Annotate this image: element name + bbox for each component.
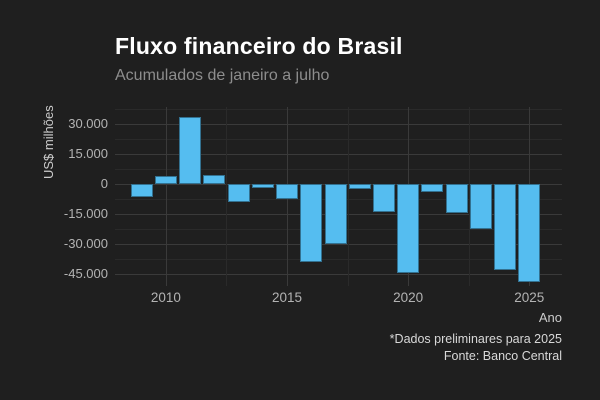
bar-2018	[348, 184, 371, 189]
gridline-y-major	[115, 124, 562, 125]
bar-2017	[324, 184, 347, 244]
bar-2010	[154, 176, 177, 184]
bar-2025	[518, 184, 541, 282]
gridline-y-minor	[115, 259, 562, 260]
gridline-y-major	[115, 274, 562, 275]
bar-2020	[397, 184, 420, 273]
gridline-y-minor	[115, 109, 562, 110]
bar-2016	[300, 184, 323, 262]
x-tick-label: 2020	[393, 290, 424, 305]
bar-2014	[251, 184, 274, 188]
y-tick-label: 30.000	[68, 116, 108, 131]
y-tick-label: 0	[100, 176, 108, 191]
gridline-x-major	[165, 107, 167, 286]
y-tick-label: -45.000	[63, 266, 108, 281]
gridline-y-major	[115, 244, 562, 245]
bar-2009	[130, 184, 153, 197]
y-tick-label: -15.000	[63, 206, 108, 221]
caption-source: Fonte: Banco Central	[443, 348, 562, 363]
x-axis-title: Ano	[538, 310, 562, 325]
bar-2019	[372, 184, 395, 212]
gridline-y-minor	[115, 139, 562, 140]
bar-2012	[203, 175, 226, 184]
bar-2015	[276, 184, 298, 199]
caption: *Dados preliminares para 2025 Fonte: Ban…	[390, 331, 562, 365]
gridline-y-minor	[115, 169, 562, 170]
bar-2023	[469, 184, 492, 229]
bar-2013	[227, 184, 250, 202]
bar-2011	[179, 117, 202, 184]
bar-2021	[421, 184, 444, 192]
caption-preliminary-note: *Dados preliminares para 2025	[389, 332, 562, 346]
gridline-x-minor	[468, 107, 470, 286]
chart-title: Fluxo financeiro do Brasil	[115, 33, 403, 59]
bar-2022	[445, 184, 468, 213]
x-tick-label: 2015	[271, 290, 303, 305]
plot-panel	[115, 107, 562, 286]
gridline-x-minor	[347, 107, 349, 286]
x-tick-label: 2010	[150, 290, 181, 305]
bar-2024	[494, 184, 517, 270]
gridline-x-minor	[226, 107, 228, 286]
y-tick-label: 15.000	[68, 146, 108, 161]
y-tick-label: -30.000	[63, 236, 108, 251]
chart-subtitle: Acumulados de janeiro a julho	[115, 67, 330, 84]
gridline-y-major	[115, 154, 562, 155]
x-tick-label: 2025	[514, 290, 545, 305]
